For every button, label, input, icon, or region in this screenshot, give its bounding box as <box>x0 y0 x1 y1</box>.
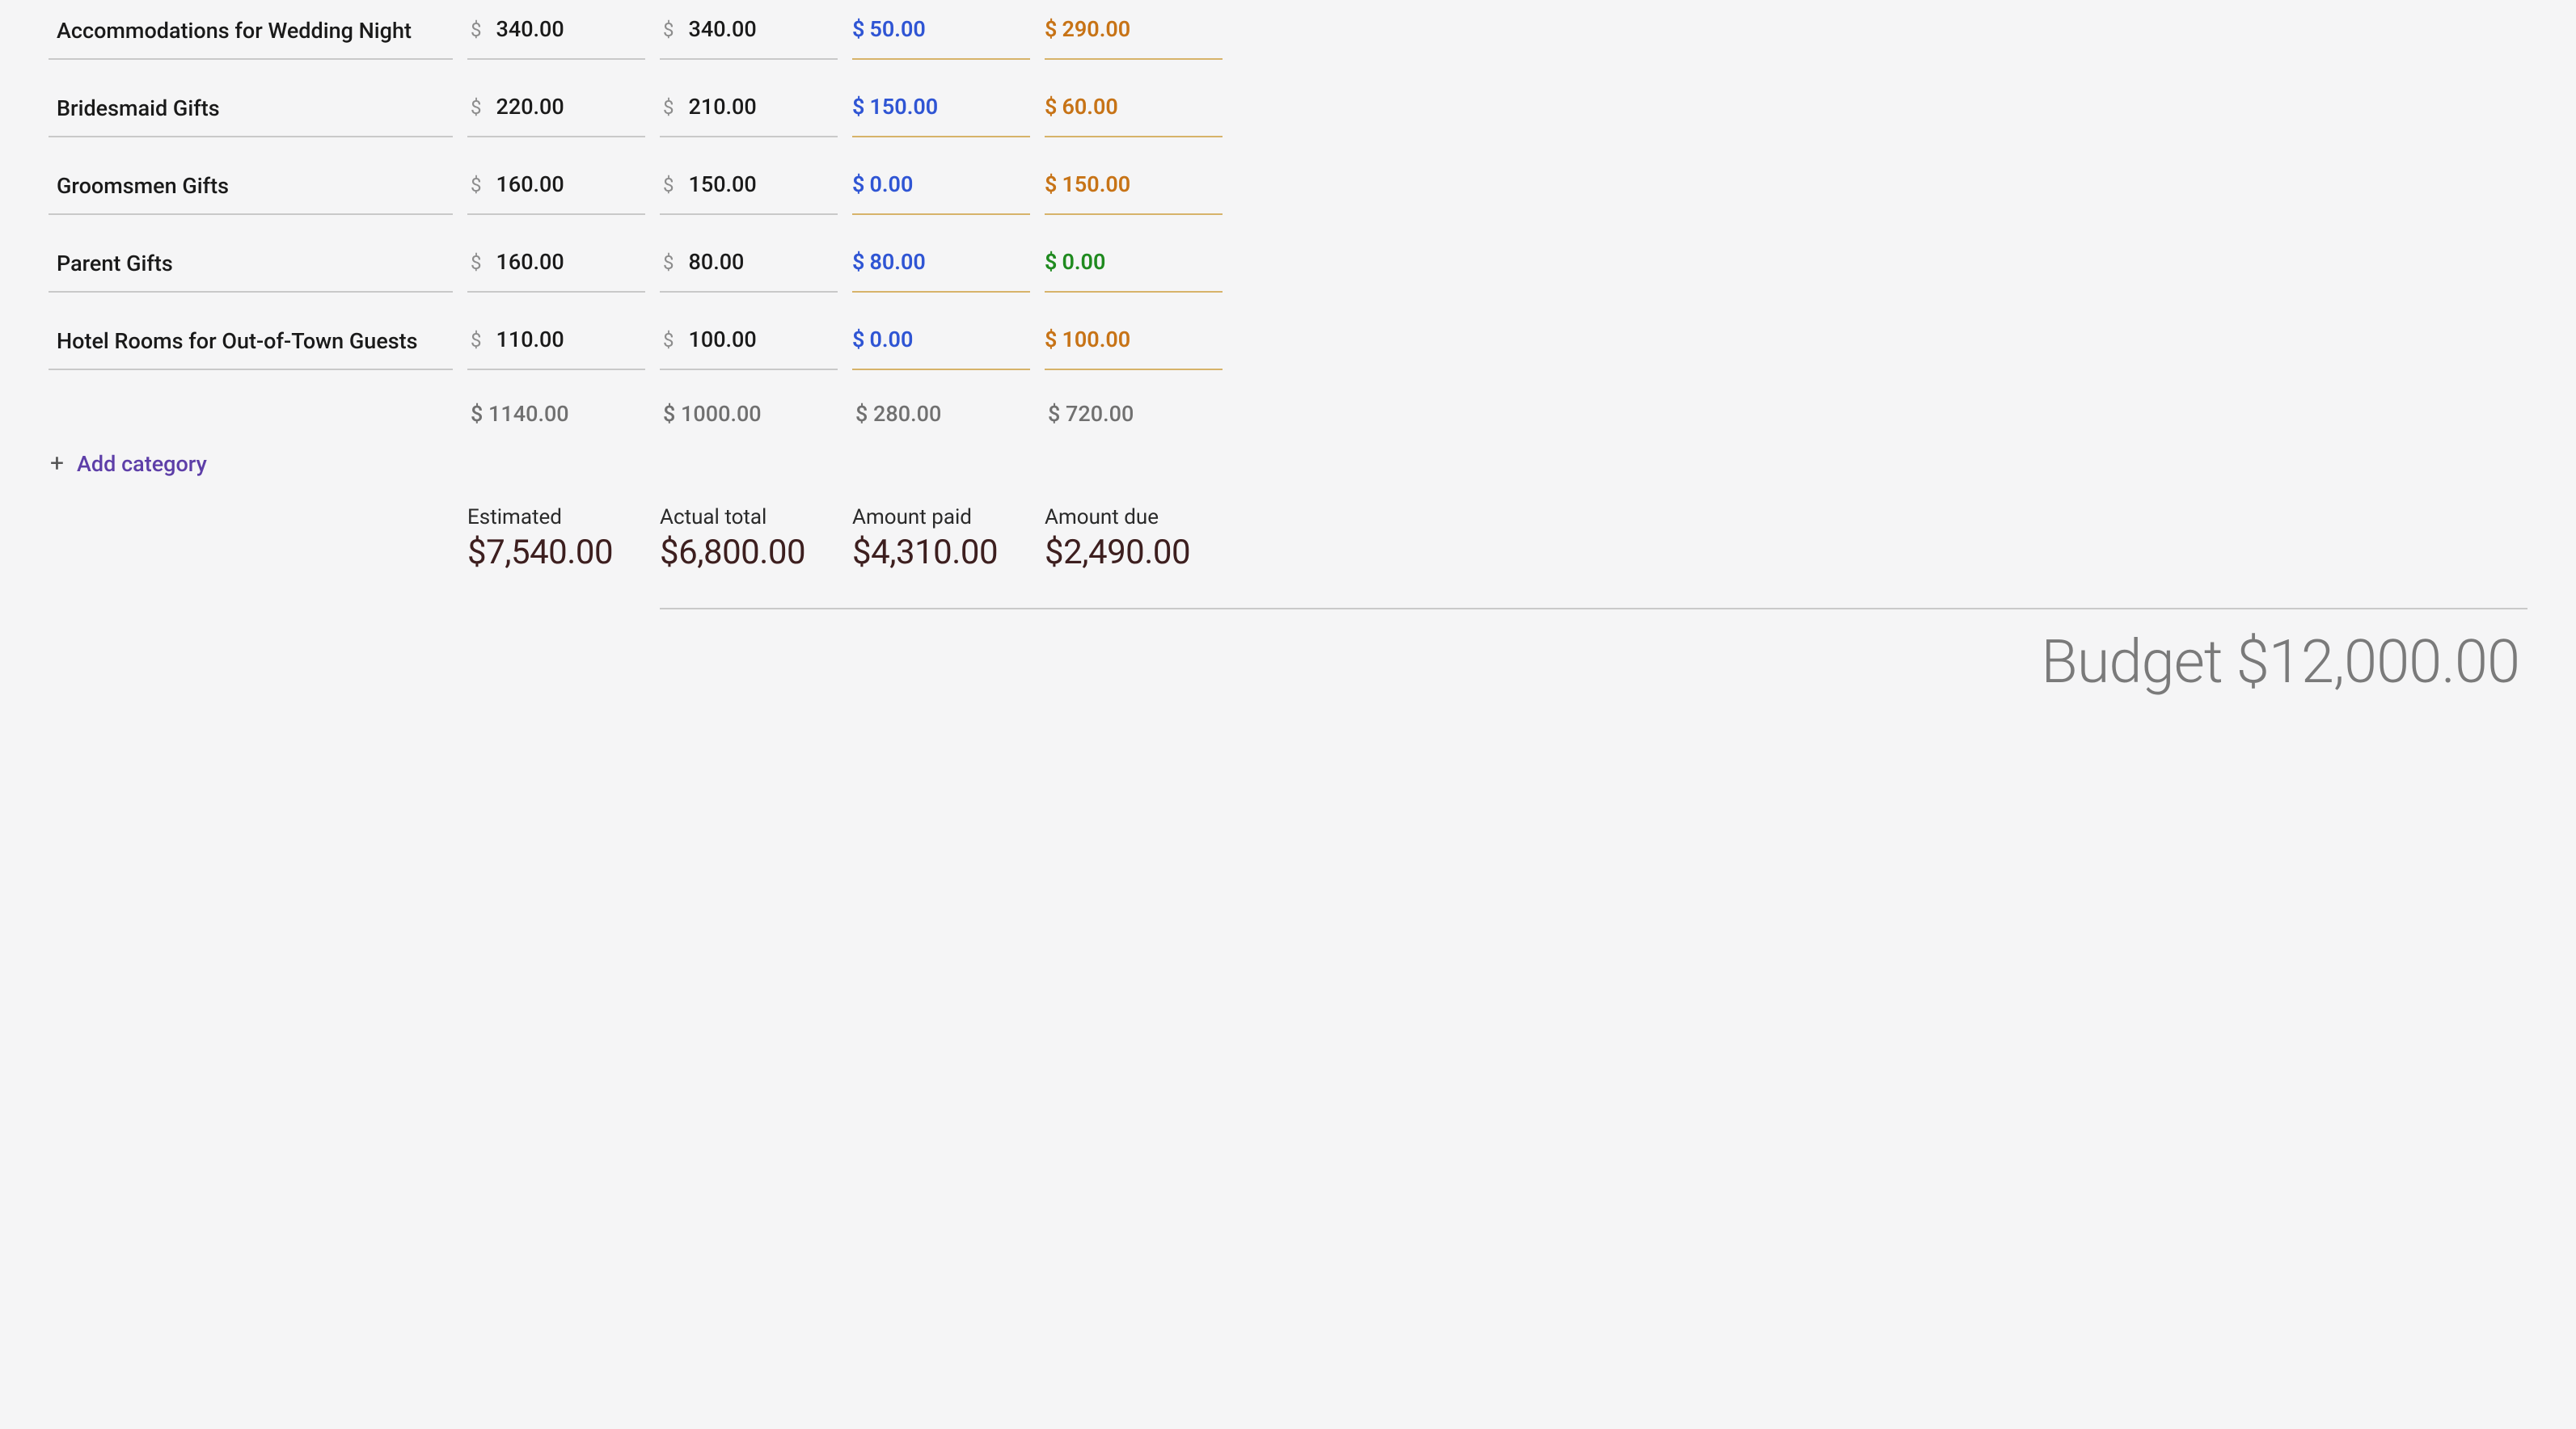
table-row: Accommodations for Wedding Night$340.00$… <box>49 16 2527 60</box>
due-cell[interactable]: $0.00 <box>1045 249 1223 293</box>
subtotal-actual: $ 1000.00 <box>660 401 838 427</box>
summary-estimated-value: $7,540.00 <box>467 533 645 572</box>
estimated-cell[interactable]: $340.00 <box>467 16 645 60</box>
paid-cell[interactable]: $0.00 <box>852 171 1030 215</box>
summary-paid: Amount paid $4,310.00 <box>852 505 1030 572</box>
summary-actual: Actual total $6,800.00 <box>660 505 838 572</box>
dollar-icon: $ <box>471 96 482 119</box>
due-cell[interactable]: $150.00 <box>1045 171 1223 215</box>
budget-total: Budget $12,000.00 <box>49 627 2527 698</box>
summary-estimated: Estimated $7,540.00 <box>467 505 645 572</box>
plus-icon: + <box>50 449 64 478</box>
budget-table-section: Accommodations for Wedding Night$340.00$… <box>0 0 2576 730</box>
due-value: $0.00 <box>1045 249 1105 275</box>
summary-actual-value: $6,800.00 <box>660 533 838 572</box>
subtotal-row: $ 1140.00 $ 1000.00 $ 280.00 $ 720.00 <box>49 401 2527 427</box>
actual-cell[interactable]: $80.00 <box>660 249 838 293</box>
summary-paid-value: $4,310.00 <box>852 533 1030 572</box>
due-cell[interactable]: $60.00 <box>1045 94 1223 137</box>
subtotal-due: $ 720.00 <box>1045 401 1223 427</box>
due-cell[interactable]: $100.00 <box>1045 327 1223 370</box>
add-category-button[interactable]: + Add category <box>50 449 207 478</box>
paid-value: $80.00 <box>852 249 926 275</box>
paid-cell[interactable]: $0.00 <box>852 327 1030 370</box>
actual-cell[interactable]: $340.00 <box>660 16 838 60</box>
summary-row: Estimated $7,540.00 Actual total $6,800.… <box>49 505 2527 572</box>
item-name[interactable]: Groomsmen Gifts <box>49 171 453 215</box>
dollar-icon: $ <box>471 174 482 196</box>
table-row: Hotel Rooms for Out-of-Town Guests $110.0… <box>49 327 2527 370</box>
actual-value: 340.00 <box>689 16 757 42</box>
estimated-cell[interactable]: $160.00 <box>467 249 645 293</box>
paid-cell[interactable]: $80.00 <box>852 249 1030 293</box>
subtotal-paid: $ 280.00 <box>852 401 1030 427</box>
item-name[interactable]: Hotel Rooms for Out-of-Town Guests <box>49 327 453 370</box>
actual-value: 210.00 <box>689 94 757 120</box>
subtotal-estimated: $ 1140.00 <box>467 401 645 427</box>
table-row: Bridesmaid Gifts$220.00$210.00$150.00$60… <box>49 94 2527 137</box>
dollar-icon: $ <box>663 251 674 274</box>
actual-cell[interactable]: $210.00 <box>660 94 838 137</box>
summary-due: Amount due $2,490.00 <box>1045 505 1223 572</box>
budget-label: Budget <box>2041 627 2222 698</box>
paid-value: $150.00 <box>852 94 938 120</box>
estimated-value: 160.00 <box>496 249 564 275</box>
table-row: Groomsmen Gifts$160.00$150.00$0.00$150.0… <box>49 171 2527 215</box>
due-value: $290.00 <box>1045 16 1130 42</box>
estimated-cell[interactable]: $220.00 <box>467 94 645 137</box>
actual-value: 150.00 <box>689 171 757 197</box>
paid-cell[interactable]: $50.00 <box>852 16 1030 60</box>
dollar-icon: $ <box>663 329 674 352</box>
paid-value: $50.00 <box>852 16 926 42</box>
paid-value: $0.00 <box>852 327 913 352</box>
summary-estimated-label: Estimated <box>467 505 645 529</box>
actual-value: 100.00 <box>689 327 757 352</box>
table-row: Parent Gifts$160.00$80.00$80.00$0.00 <box>49 249 2527 293</box>
summary-paid-label: Amount paid <box>852 505 1030 529</box>
estimated-cell[interactable]: $110.00 <box>467 327 645 370</box>
paid-cell[interactable]: $150.00 <box>852 94 1030 137</box>
budget-divider <box>660 608 2527 609</box>
dollar-icon: $ <box>471 19 482 41</box>
due-value: $150.00 <box>1045 171 1130 197</box>
estimated-value: 160.00 <box>496 171 564 197</box>
dollar-icon: $ <box>471 251 482 274</box>
due-value: $60.00 <box>1045 94 1118 120</box>
item-name[interactable]: Accommodations for Wedding Night <box>49 16 453 60</box>
due-cell[interactable]: $290.00 <box>1045 16 1223 60</box>
budget-value: $12,000.00 <box>2236 627 2519 698</box>
actual-value: 80.00 <box>689 249 745 275</box>
paid-value: $0.00 <box>852 171 913 197</box>
estimated-cell[interactable]: $160.00 <box>467 171 645 215</box>
dollar-icon: $ <box>471 329 482 352</box>
summary-actual-label: Actual total <box>660 505 838 529</box>
item-name[interactable]: Parent Gifts <box>49 249 453 293</box>
estimated-value: 220.00 <box>496 94 564 120</box>
estimated-value: 340.00 <box>496 16 564 42</box>
actual-cell[interactable]: $100.00 <box>660 327 838 370</box>
dollar-icon: $ <box>663 96 674 119</box>
actual-cell[interactable]: $150.00 <box>660 171 838 215</box>
summary-due-value: $2,490.00 <box>1045 533 1223 572</box>
estimated-value: 110.00 <box>496 327 564 352</box>
summary-due-label: Amount due <box>1045 505 1223 529</box>
due-value: $100.00 <box>1045 327 1130 352</box>
dollar-icon: $ <box>663 174 674 196</box>
item-name[interactable]: Bridesmaid Gifts <box>49 94 453 137</box>
dollar-icon: $ <box>663 19 674 41</box>
add-category-label: Add category <box>77 451 207 477</box>
